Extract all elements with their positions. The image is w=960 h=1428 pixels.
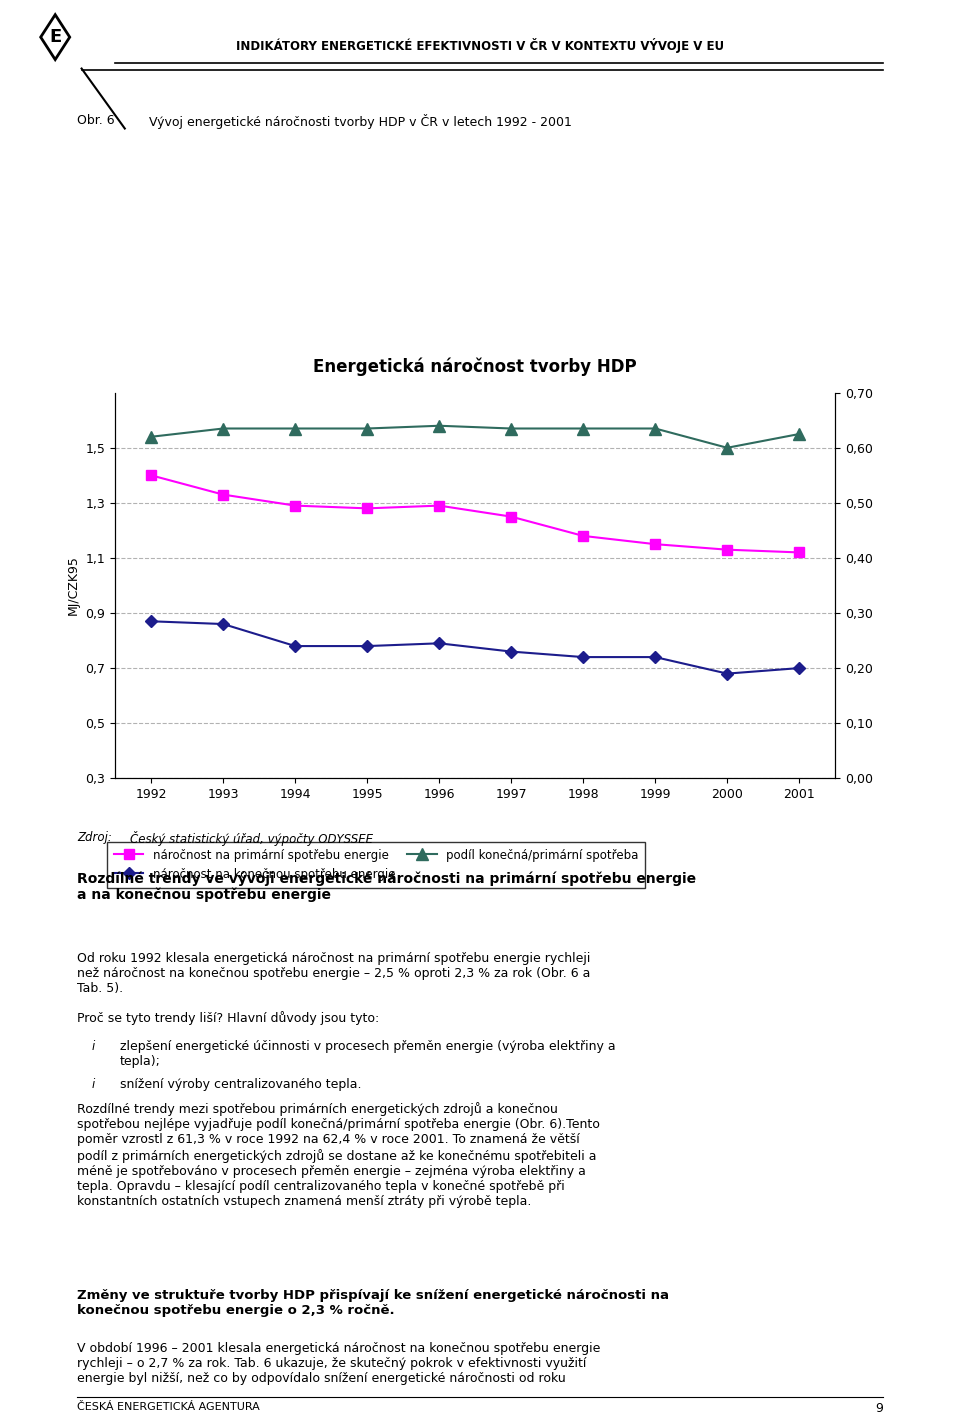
Text: 9: 9	[876, 1402, 883, 1415]
Text: INDIKÁTORY ENERGETICKÉ EFEKTIVNOSTI V ČR V KONTEXTU VÝVOJE V EU: INDIKÁTORY ENERGETICKÉ EFEKTIVNOSTI V ČR…	[236, 37, 724, 53]
Text: ČESKÁ ENERGETICKÁ AGENTURA: ČESKÁ ENERGETICKÁ AGENTURA	[77, 1402, 259, 1412]
Y-axis label: MJ/CZK95: MJ/CZK95	[67, 555, 80, 615]
Text: E: E	[49, 29, 61, 46]
Text: Zdroj:: Zdroj:	[77, 831, 111, 844]
Text: snížení výroby centralizovaného tepla.: snížení výroby centralizovaného tepla.	[120, 1078, 362, 1091]
Text: Změny ve struktuře tvorby HDP přispívají ke snížení energetické náročnosti na
ko: Změny ve struktuře tvorby HDP přispívají…	[77, 1289, 669, 1318]
Legend: náročnost na primární spotřebu energie, náročnost na konečnou spotřebu energie, : náročnost na primární spotřebu energie, …	[107, 843, 645, 888]
Text: Rozdílné trendy ve vývoji energetické náročnosti na primární spotřebu energie
a : Rozdílné trendy ve vývoji energetické ná…	[77, 871, 696, 902]
Text: Rozdílné trendy mezi spotřebou primárních energetických zdrojů a konečnou
spotře: Rozdílné trendy mezi spotřebou primárníc…	[77, 1102, 600, 1208]
Text: Český statistický úřad, výpočty ODYSSEE: Český statistický úřad, výpočty ODYSSEE	[130, 831, 372, 847]
Text: zlepšení energetické účinnosti v procesech přeměn energie (výroba elektřiny a
te: zlepšení energetické účinnosti v procese…	[120, 1040, 615, 1068]
Text: i: i	[91, 1078, 94, 1091]
Text: V období 1996 – 2001 klesala energetická náročnost na konečnou spotřebu energie
: V období 1996 – 2001 klesala energetická…	[77, 1342, 600, 1385]
Text: Proč se tyto trendy liší? Hlavní důvody jsou tyto:: Proč se tyto trendy liší? Hlavní důvody …	[77, 1011, 379, 1025]
Text: Od roku 1992 klesala energetická náročnost na primární spotřebu energie rychleji: Od roku 1992 klesala energetická náročno…	[77, 952, 590, 995]
Text: i: i	[91, 1040, 94, 1052]
Text: Vývoj energetické náročnosti tvorby HDP v ČR v letech 1992 - 2001: Vývoj energetické náročnosti tvorby HDP …	[149, 114, 571, 130]
Text: Obr. 6: Obr. 6	[77, 114, 114, 127]
Text: Energetická náročnost tvorby HDP: Energetická náročnost tvorby HDP	[313, 357, 637, 376]
